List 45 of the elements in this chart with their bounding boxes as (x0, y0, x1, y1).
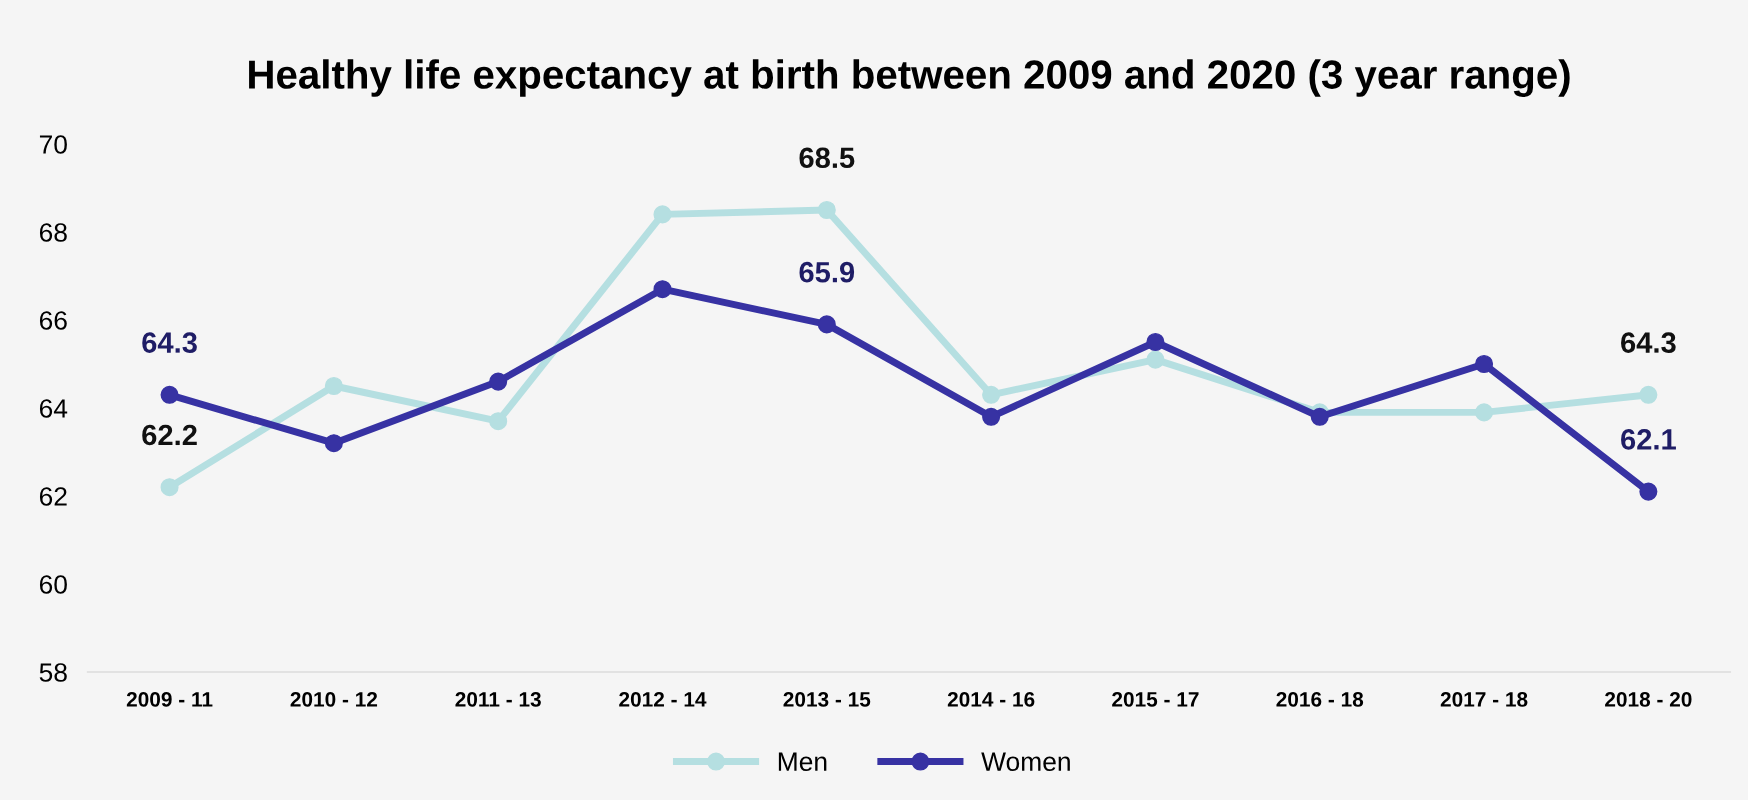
y-tick-label: 68 (39, 223, 67, 242)
y-tick-label: 66 (39, 311, 67, 330)
y-tick-label: 70 (39, 135, 67, 154)
point (489, 372, 508, 391)
x-tick-label: 2011 - 13 (455, 691, 541, 707)
x-tick-label: 2016 - 18 (1276, 691, 1364, 707)
point (160, 385, 179, 404)
point (982, 407, 1001, 426)
y-tick-label: 64 (39, 399, 68, 418)
point (653, 280, 672, 299)
point (1639, 482, 1658, 501)
chart-title: Healthy life expectancy at birth between 2009 and 2020 (3 year range) (249, 59, 1570, 97)
point (1146, 350, 1165, 369)
point (324, 376, 343, 396)
y-tick-label: 58 (39, 663, 67, 682)
point (982, 385, 1001, 404)
point (817, 200, 836, 220)
point (1639, 385, 1658, 404)
data-label: 68.5 (799, 147, 855, 169)
data-label: 65.9 (799, 261, 855, 283)
point (1475, 354, 1494, 374)
legend-label: Men (778, 752, 827, 772)
point (653, 205, 672, 224)
point (1310, 407, 1329, 426)
x-tick-label: 2009 - 11 (126, 691, 213, 707)
x-tick-label: 2013 - 15 (783, 691, 871, 707)
data-label: 62.2 (142, 424, 197, 446)
data-label: 64.3 (142, 332, 197, 353)
point (489, 412, 508, 431)
y-tick-label: 60 (39, 575, 67, 594)
x-tick-label: 2010 - 12 (290, 691, 378, 707)
legend-label: Women (981, 752, 1070, 772)
point (324, 434, 343, 453)
point (1146, 332, 1165, 352)
x-tick-label: 2012 - 14 (619, 691, 707, 707)
point (1475, 403, 1494, 422)
data-label: 64.3 (1621, 332, 1676, 353)
x-tick-label: 2014 - 16 (947, 691, 1035, 707)
point (817, 315, 836, 334)
y-tick-label: 62 (39, 487, 67, 506)
point (160, 478, 179, 497)
x-tick-label: 2015 - 17 (1112, 691, 1199, 707)
x-tick-label: 2017 - 18 (1440, 691, 1528, 707)
data-label: 62.1 (1621, 429, 1676, 450)
x-tick-label: 2018 - 20 (1605, 691, 1692, 707)
